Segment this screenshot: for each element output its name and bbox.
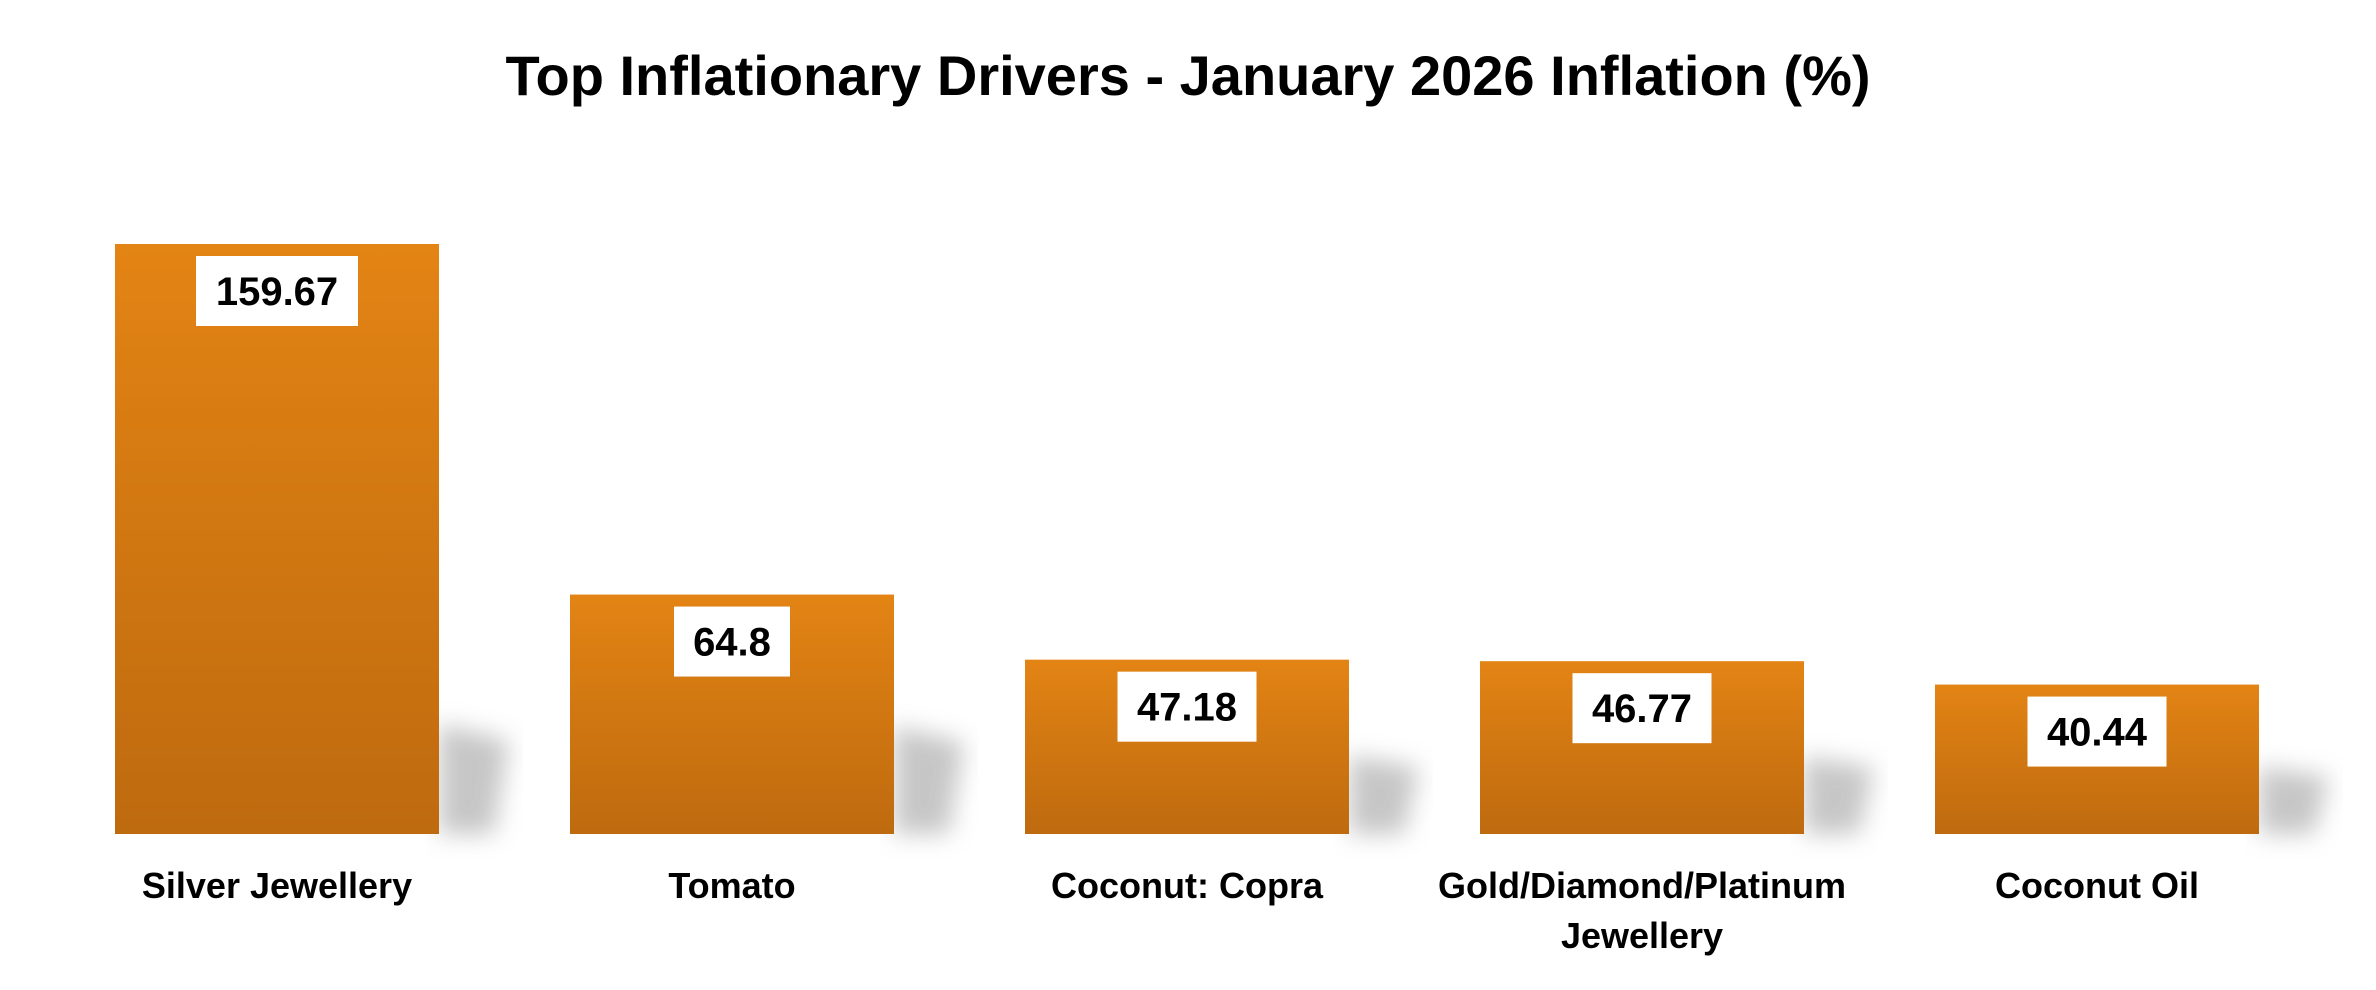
- bar-shadow: [1804, 756, 1874, 834]
- data-label: 40.44: [2047, 711, 2148, 755]
- data-label-box: [2027, 696, 2167, 767]
- data-label-box: [674, 606, 790, 677]
- bar-shadow: [894, 726, 964, 834]
- bar-shadow: [439, 724, 509, 834]
- data-label: 64.8: [693, 621, 771, 665]
- data-label-box: [1572, 673, 1712, 744]
- data-label: 159.67: [216, 270, 338, 314]
- category-label: Coconut: Copra: [1051, 865, 1324, 906]
- data-label-box: [196, 256, 358, 326]
- category-label: Silver Jewellery: [142, 865, 412, 906]
- category-label: Tomato: [668, 865, 795, 906]
- bar-shadow: [2259, 766, 2329, 834]
- value-labels-group: 159.67 64.8 47.18 46.77 40.44: [196, 256, 2167, 767]
- bar-shadow: [1349, 755, 1419, 834]
- category-label: Coconut Oil: [1995, 865, 2199, 906]
- bars-group: [115, 244, 2259, 834]
- bar: [115, 244, 439, 834]
- category-labels-group: Silver Jewellery Tomato Coconut: Copra Gold…: [142, 865, 2199, 956]
- bar-shadows: [439, 724, 2329, 834]
- chart-title: Top Inflationary Drivers - January 2026 …: [505, 44, 1870, 107]
- data-label-box: [1117, 671, 1257, 742]
- category-label: Gold/Diamond/Platinum Jewellery: [1438, 865, 1846, 956]
- data-label: 47.18: [1137, 686, 1237, 730]
- data-label: 46.77: [1592, 687, 1692, 731]
